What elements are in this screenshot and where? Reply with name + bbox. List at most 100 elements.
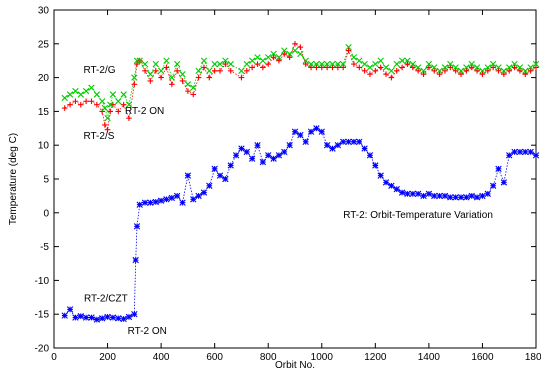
series-1-point [201, 64, 207, 71]
series-2-point [463, 64, 470, 71]
series-1-point [195, 74, 202, 81]
series-3-point [265, 152, 272, 159]
series-3-point [222, 175, 229, 183]
series-3-point [522, 148, 529, 156]
series-2-point [398, 57, 406, 64]
series-3-point [457, 194, 465, 201]
series-1-point [377, 64, 384, 71]
series-2-point [93, 91, 101, 98]
series-2-point [101, 104, 109, 112]
series-3-point [297, 131, 304, 139]
series-1-point [308, 64, 314, 71]
series-3-point [184, 172, 192, 179]
series-3-point [77, 313, 84, 320]
series-2-point [190, 84, 197, 91]
series-2-point [511, 60, 518, 68]
series-3-point [307, 128, 315, 135]
series-2-point [136, 57, 143, 64]
series-2-point [147, 71, 154, 78]
series-1-point [345, 47, 352, 54]
series-2-point [350, 54, 358, 61]
series-1-point [313, 64, 320, 71]
series-markers [61, 41, 540, 323]
series-1-point [72, 98, 79, 105]
series-1-point [458, 71, 464, 78]
series-1-point [463, 68, 470, 74]
series-1-point [102, 122, 108, 128]
series-1-point [217, 68, 223, 74]
series-3-point [173, 192, 181, 200]
series-3-point [163, 196, 170, 203]
series-2-point [468, 60, 475, 68]
series-1-point [67, 101, 73, 108]
series-1-point [120, 101, 127, 108]
y-tick-label: 30 [38, 6, 50, 17]
series-1-point [431, 68, 438, 74]
series-1-point [485, 68, 491, 74]
series-1-point [211, 68, 218, 74]
series-2-point [366, 64, 374, 71]
series-1-point [367, 71, 373, 78]
series-2-point [179, 71, 186, 78]
series-1-point [404, 61, 411, 67]
series-2-point [281, 47, 288, 54]
series-1-point [297, 44, 304, 50]
y-axis-title: Temperature (deg C) [8, 133, 19, 225]
series-3-point [132, 256, 139, 264]
series-2-point [356, 57, 363, 64]
series-2-point [99, 98, 106, 105]
series-2-point [131, 74, 138, 81]
series-1-point [474, 68, 480, 74]
series-2-point [152, 60, 159, 68]
series-3-point [516, 148, 524, 156]
y-tick-label: -15 [35, 310, 50, 321]
series-1-point [270, 54, 277, 61]
series-2-point [409, 60, 417, 68]
series-2-point [473, 64, 481, 71]
series-2-point [506, 64, 513, 71]
y-tick-label: -10 [35, 276, 50, 287]
annotation-label: RT-2 ON [125, 106, 164, 117]
series-3-point [420, 192, 427, 200]
series-2-point [211, 60, 218, 68]
series-3-point [131, 311, 138, 318]
series-1-point [110, 101, 116, 108]
series-2-point [109, 91, 117, 98]
series-3-point [393, 185, 400, 193]
series-3-point [463, 194, 470, 201]
series-2-point [265, 54, 272, 61]
series-1-point [511, 64, 518, 71]
series-2-point [522, 67, 529, 75]
x-tick-label: 1400 [418, 352, 441, 363]
series-2-point [361, 60, 368, 68]
series-3-point [366, 152, 374, 159]
series-3-point [286, 142, 293, 149]
series-2-point [516, 64, 524, 71]
series-1-point [388, 74, 395, 81]
series-2-point [77, 91, 84, 98]
series-1-point [383, 71, 389, 78]
series-2-point [404, 57, 411, 64]
series-1-point [206, 74, 213, 81]
series-2-point [527, 64, 534, 71]
series-1-point [410, 64, 416, 71]
annotation-label: RT-2/CZT [84, 293, 128, 304]
series-1-point [77, 101, 84, 108]
series-3-point [388, 182, 395, 189]
series-3-point [506, 152, 513, 159]
series-2-point [532, 60, 540, 68]
series-1-point [340, 64, 346, 71]
series-1-point [147, 78, 154, 84]
series-2-point [484, 64, 491, 71]
series-2-point [479, 67, 486, 75]
series-1-point [131, 81, 138, 88]
series-2-point [107, 101, 114, 108]
series-2-point [173, 60, 181, 68]
x-tick-label: 0 [51, 352, 57, 363]
series-3-point [398, 189, 406, 196]
x-tick-label: 1200 [364, 352, 387, 363]
series-3-point [72, 314, 79, 321]
series-1-point [501, 71, 507, 78]
series-3-point [532, 152, 540, 159]
y-tick-label: 10 [38, 141, 50, 152]
